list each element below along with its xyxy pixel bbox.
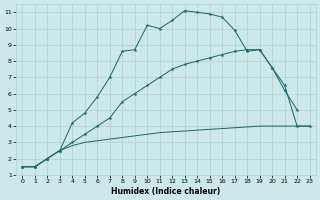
X-axis label: Humidex (Indice chaleur): Humidex (Indice chaleur) <box>111 187 220 196</box>
